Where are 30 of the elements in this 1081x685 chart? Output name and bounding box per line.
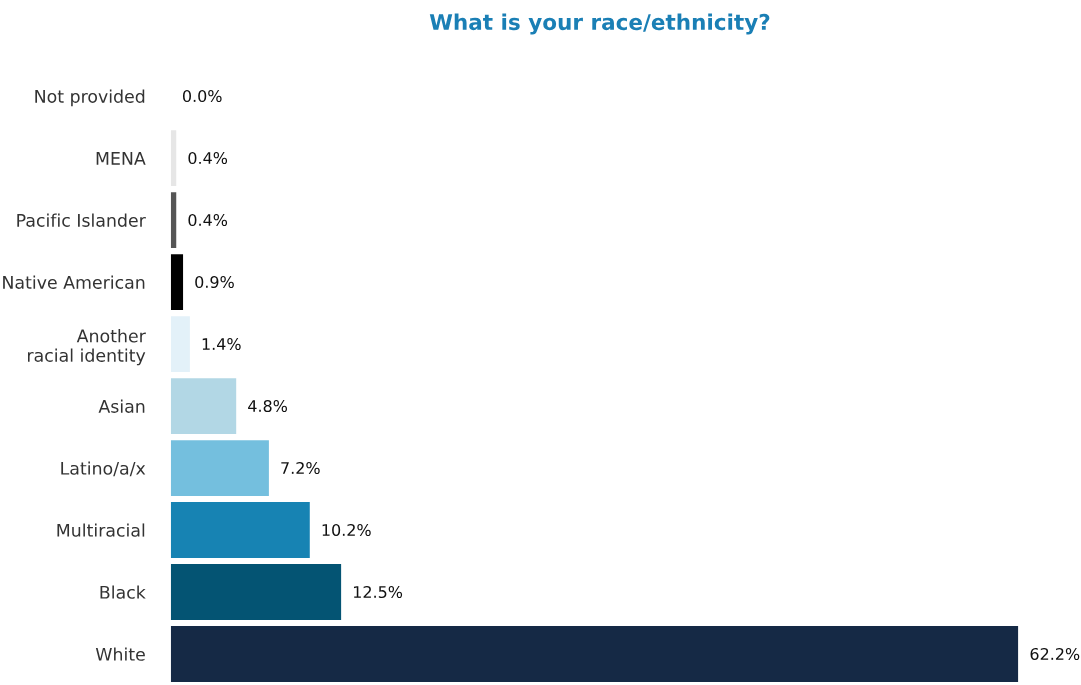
data-label: 0.9% bbox=[195, 275, 234, 289]
bar bbox=[170, 564, 342, 620]
y-tick-label: Asian bbox=[98, 399, 145, 413]
y-tick-label: MENA bbox=[96, 152, 146, 165]
data-label: 1.4% bbox=[202, 337, 241, 351]
data-label: 0.4% bbox=[188, 152, 228, 165]
y-tick-label: Native American bbox=[3, 275, 145, 289]
bar bbox=[170, 254, 184, 310]
y-tick-label: Not provided bbox=[35, 89, 145, 107]
data-label: 4.8% bbox=[248, 399, 288, 413]
data-label: 0.4% bbox=[188, 214, 228, 227]
y-tick-label: Pacific Islander bbox=[17, 213, 146, 227]
y-tick-label: White bbox=[95, 647, 145, 661]
bar bbox=[170, 378, 237, 434]
data-label: 7.2% bbox=[281, 461, 320, 475]
bar bbox=[170, 440, 269, 496]
y-tick-label: Another racial identity bbox=[28, 329, 146, 366]
bar bbox=[170, 502, 310, 558]
data-label: 0.0% bbox=[182, 90, 222, 103]
y-tick-label: Multiracial bbox=[57, 523, 145, 537]
chart-title: What is your race/ethnicity? bbox=[429, 13, 770, 35]
data-label: 10.2% bbox=[322, 523, 371, 537]
bar bbox=[170, 316, 190, 372]
bar bbox=[170, 192, 177, 248]
bar bbox=[170, 626, 1019, 682]
y-tick-label: Latino/a/x bbox=[61, 461, 146, 477]
y-tick-label: Black bbox=[100, 585, 146, 599]
data-label: 12.5% bbox=[353, 585, 403, 599]
bar bbox=[170, 130, 177, 186]
data-label: 62.2% bbox=[1030, 647, 1080, 661]
